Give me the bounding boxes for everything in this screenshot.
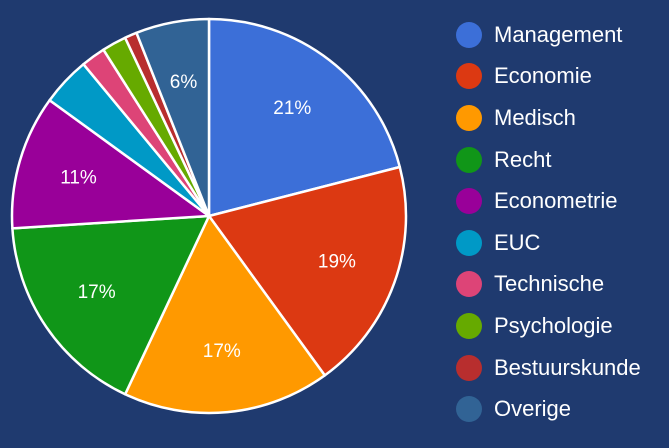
legend-swatch-psychologie bbox=[456, 312, 482, 339]
pie-slice-label-recht: 17% bbox=[78, 282, 116, 303]
legend-label-psychologie: Psychologie bbox=[494, 312, 613, 338]
pie-chart: 21% 19% 17% 17% 11% 6% bbox=[10, 17, 408, 415]
pie-slice-overige bbox=[135, 17, 211, 218]
legend-label-medisch: Medisch bbox=[494, 104, 576, 130]
legend-label-management: Management bbox=[494, 21, 623, 47]
pie-slice-economie bbox=[207, 165, 408, 377]
pie-slice-management bbox=[207, 17, 402, 218]
legend-swatch-overige bbox=[456, 396, 482, 423]
legend-swatch-econometrie bbox=[456, 188, 482, 215]
legend-label-overige: Overige bbox=[494, 396, 572, 422]
pie-slice-label-econometrie: 11% bbox=[60, 168, 97, 189]
legend-item-econometrie: Econometrie bbox=[456, 180, 641, 222]
legend: Management Economie Medisch Recht Econom… bbox=[456, 14, 641, 430]
legend-label-bestuurskunde: Bestuurskunde bbox=[494, 354, 641, 380]
legend-item-technische: Technische bbox=[456, 264, 641, 306]
legend-item-economie: Economie bbox=[456, 56, 641, 98]
legend-item-recht: Recht bbox=[456, 139, 641, 181]
pie-slice-medisch bbox=[123, 214, 327, 415]
pie-slice-label-medisch: 17% bbox=[203, 341, 241, 362]
legend-item-psychologie: Psychologie bbox=[456, 305, 641, 347]
pie-slice-econometrie bbox=[10, 98, 211, 230]
legend-swatch-economie bbox=[456, 63, 482, 90]
legend-label-recht: Recht bbox=[494, 146, 552, 172]
legend-label-technische: Technische bbox=[494, 271, 605, 297]
legend-label-euc: EUC bbox=[494, 229, 541, 255]
legend-label-econometrie: Econometrie bbox=[494, 188, 618, 214]
legend-item-euc: EUC bbox=[456, 222, 641, 264]
pie-slice-recht bbox=[11, 214, 211, 396]
legend-item-management: Management bbox=[456, 14, 641, 56]
legend-item-bestuurskunde: Bestuurskunde bbox=[456, 347, 641, 389]
legend-swatch-technische bbox=[456, 271, 482, 298]
pie-slice-label-management: 21% bbox=[273, 98, 311, 119]
legend-swatch-bestuurskunde bbox=[456, 354, 482, 381]
legend-label-economie: Economie bbox=[494, 63, 592, 89]
pie-slice-label-overige: 6% bbox=[170, 72, 198, 93]
legend-swatch-euc bbox=[456, 229, 482, 256]
legend-swatch-management bbox=[456, 21, 482, 48]
pie-slice-label-economie: 19% bbox=[318, 252, 356, 273]
legend-swatch-recht bbox=[456, 146, 482, 173]
legend-item-overige: Overige bbox=[456, 388, 641, 430]
legend-item-medisch: Medisch bbox=[456, 97, 641, 139]
legend-swatch-medisch bbox=[456, 104, 482, 131]
